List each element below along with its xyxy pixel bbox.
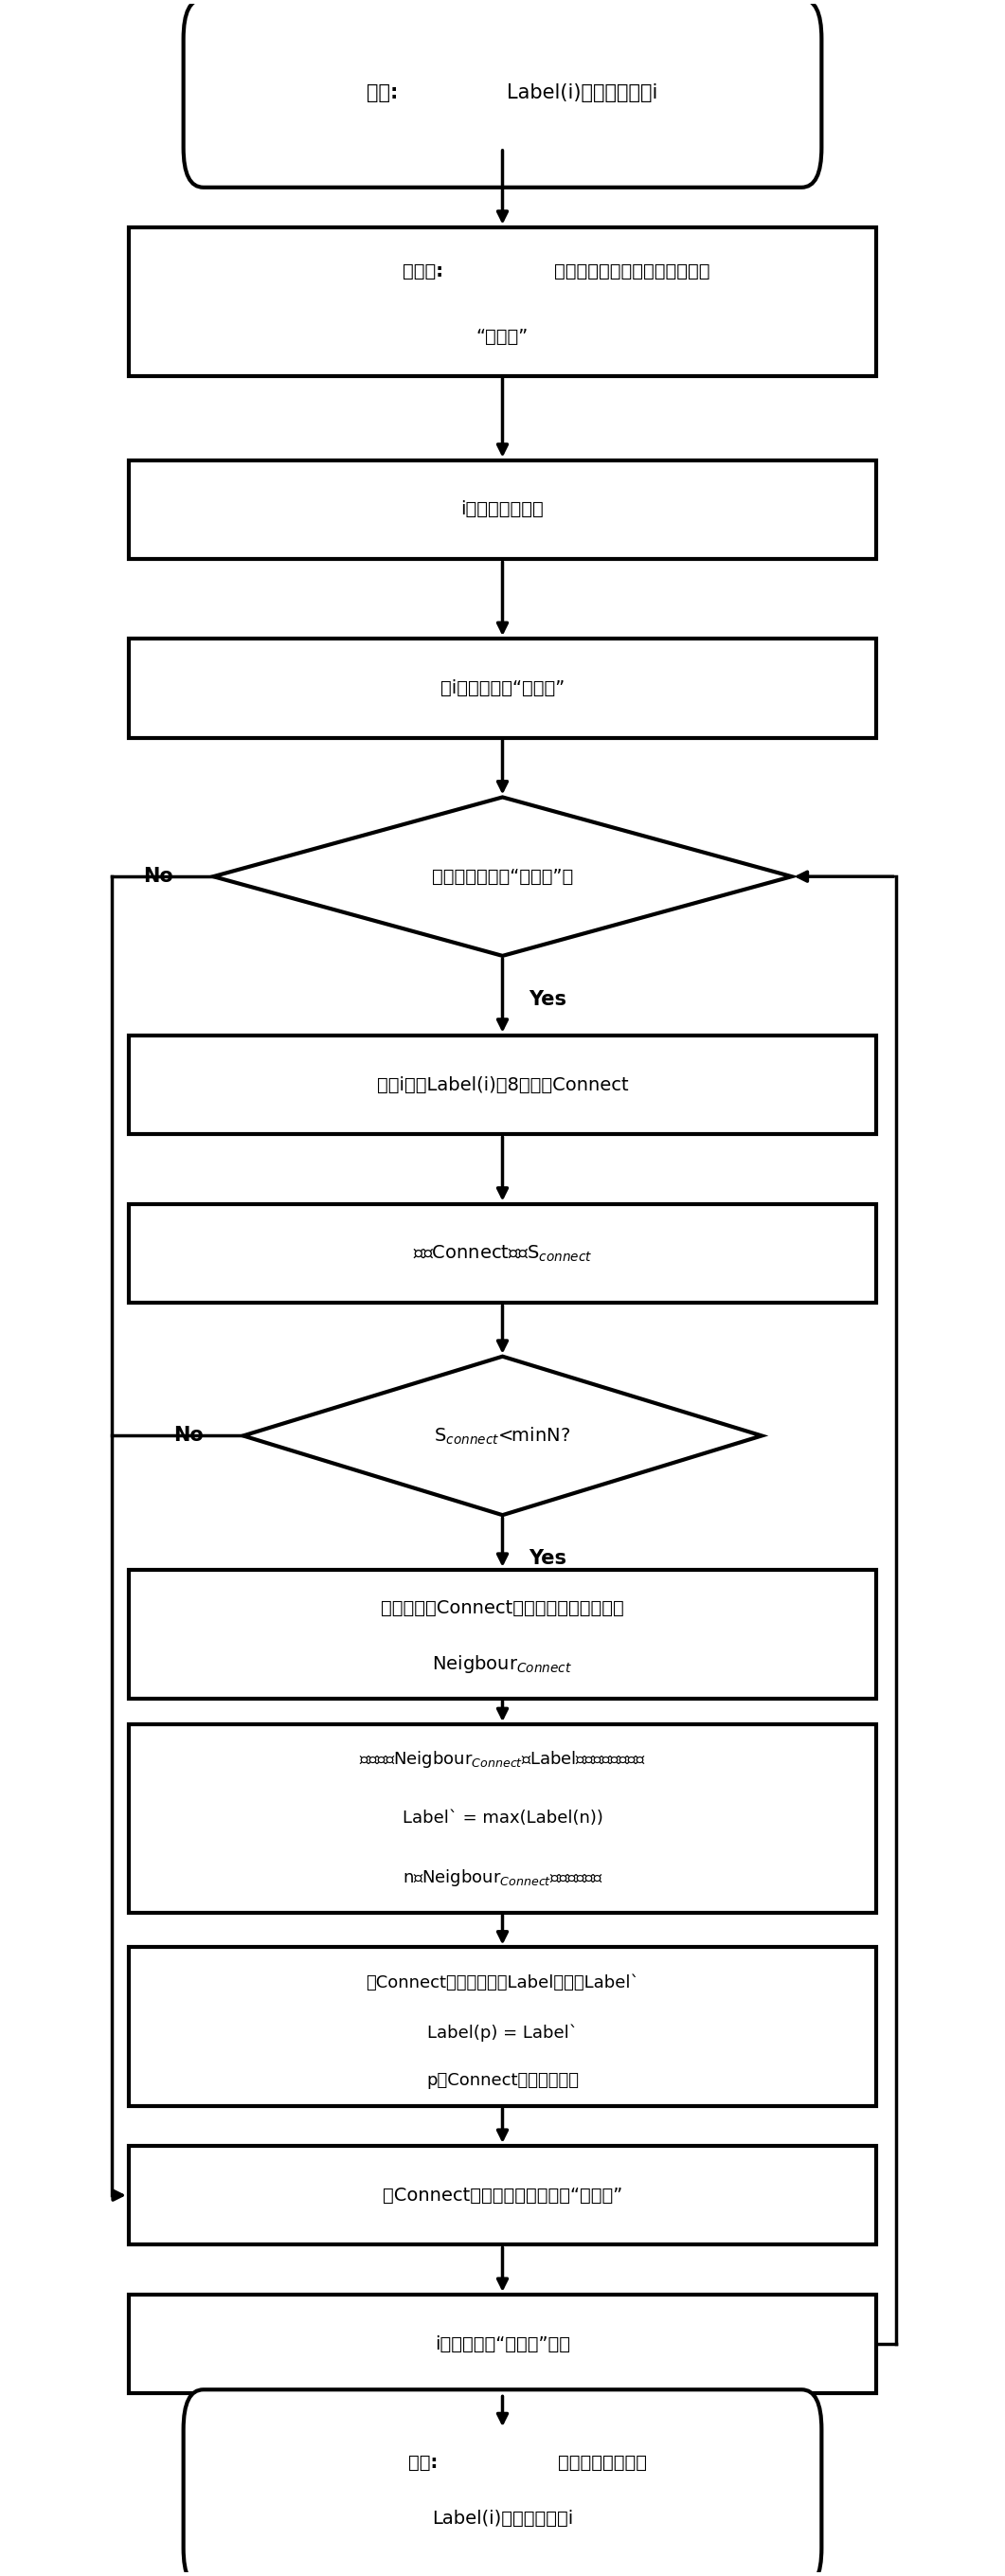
Text: Label(i)对每一个像素i: Label(i)对每一个像素i bbox=[432, 2509, 573, 2527]
Bar bbox=[129, 227, 876, 376]
Text: “未访问”: “未访问” bbox=[476, 327, 529, 345]
Text: 经过连通域调整后: 经过连通域调整后 bbox=[558, 2455, 647, 2473]
Polygon shape bbox=[243, 1358, 762, 1515]
Polygon shape bbox=[213, 796, 792, 956]
Text: Yes: Yes bbox=[529, 1548, 566, 1569]
Text: 将Connect中所有像素点标记为“已访问”: 将Connect中所有像素点标记为“已访问” bbox=[383, 2187, 622, 2205]
Text: Label` = max(Label(n)): Label` = max(Label(n)) bbox=[402, 1811, 603, 1826]
Text: 将i状态标记为“已访问”: 将i状态标记为“已访问” bbox=[440, 680, 565, 698]
Text: Label(p) = Label`: Label(p) = Label` bbox=[427, 2025, 578, 2040]
FancyBboxPatch shape bbox=[184, 2391, 821, 2576]
Bar bbox=[129, 1947, 876, 2107]
Text: p是Connect中所有像素点: p是Connect中所有像素点 bbox=[426, 2071, 579, 2089]
Bar bbox=[129, 1203, 876, 1303]
Text: Neigbour$_{Connect}$: Neigbour$_{Connect}$ bbox=[432, 1654, 573, 1674]
Text: 开始:: 开始: bbox=[367, 82, 399, 103]
Text: 结束:: 结束: bbox=[408, 2455, 437, 2473]
Text: i指向第一个像素: i指向第一个像素 bbox=[461, 500, 544, 518]
Text: 寻找所有与Connect相邻的像素点构成点集: 寻找所有与Connect相邻的像素点构成点集 bbox=[381, 1600, 624, 1618]
Bar bbox=[129, 1723, 876, 1911]
Bar bbox=[129, 1569, 876, 1698]
Text: 所有像素点都是“已访问”？: 所有像素点都是“已访问”？ bbox=[432, 868, 573, 886]
Bar bbox=[129, 2295, 876, 2393]
Bar bbox=[129, 639, 876, 737]
Text: n是Neigbour$_{Connect}$中所有像素点: n是Neigbour$_{Connect}$中所有像素点 bbox=[402, 1868, 603, 1888]
Text: 初始化:: 初始化: bbox=[402, 263, 443, 281]
Text: 计算Connect面积S$_{connect}$: 计算Connect面积S$_{connect}$ bbox=[413, 1244, 592, 1262]
Text: No: No bbox=[174, 1427, 203, 1445]
Text: 将所有像素点的访问状态标记为: 将所有像素点的访问状态标记为 bbox=[554, 263, 711, 281]
Text: 寻找i位置Label(i)的8连通域Connect: 寻找i位置Label(i)的8连通域Connect bbox=[377, 1077, 628, 1095]
Bar bbox=[129, 1036, 876, 1133]
Text: i指向下一个“未访问”像素: i指向下一个“未访问”像素 bbox=[435, 2334, 570, 2352]
Text: 计算点集Neigbour$_{Connect}$的Label中统计数目最多的: 计算点集Neigbour$_{Connect}$的Label中统计数目最多的 bbox=[359, 1749, 646, 1770]
Text: Label(i)对每一个像素i: Label(i)对每一个像素i bbox=[507, 82, 657, 103]
Text: 将Connect中所有像素点Label替换为Label`: 将Connect中所有像素点Label替换为Label` bbox=[366, 1976, 639, 1991]
Bar bbox=[129, 461, 876, 559]
Text: No: No bbox=[144, 868, 174, 886]
FancyBboxPatch shape bbox=[184, 0, 821, 188]
Bar bbox=[129, 2146, 876, 2244]
Text: Yes: Yes bbox=[529, 989, 566, 1010]
Text: S$_{connect}$<minN?: S$_{connect}$<minN? bbox=[434, 1425, 571, 1445]
